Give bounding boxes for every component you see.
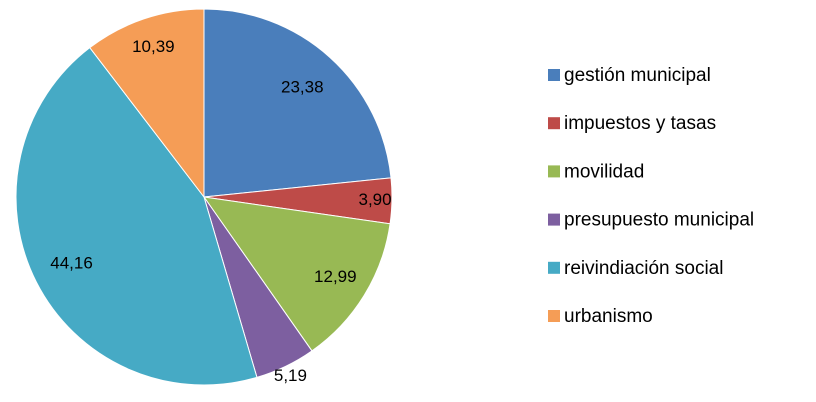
legend-label: gestión municipal xyxy=(564,65,711,86)
legend-swatch xyxy=(548,165,560,178)
legend-label: presupuesto municipal xyxy=(564,210,754,231)
data-label: 3,90 xyxy=(358,190,391,209)
legend-swatch xyxy=(548,213,560,226)
pie-slice xyxy=(203,8,392,198)
legend-swatch xyxy=(548,69,560,81)
data-label: 12,99 xyxy=(314,267,357,286)
pie-slice xyxy=(15,46,258,386)
data-label: 44,16 xyxy=(50,254,93,273)
legend-swatch xyxy=(548,261,560,274)
legend-label: reivindiación social xyxy=(564,258,723,279)
pie-slice xyxy=(202,196,391,352)
pie-slice xyxy=(89,8,205,199)
legend-label: impuestos y tasas xyxy=(564,113,716,134)
legend-swatch xyxy=(548,310,560,322)
data-label: 10,39 xyxy=(132,37,175,56)
data-label: 5,19 xyxy=(274,366,307,385)
legend-label: movilidad xyxy=(564,161,644,182)
legend-label: urbanismo xyxy=(564,306,653,327)
legend-swatch xyxy=(548,117,560,130)
data-label: 23,38 xyxy=(281,78,324,97)
